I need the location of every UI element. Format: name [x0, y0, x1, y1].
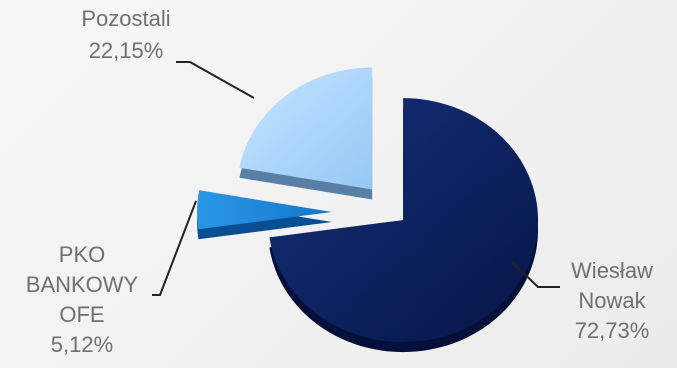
label-pko-bankowy-ofe-line: PKO — [59, 242, 105, 267]
label-pko-bankowy-ofe-line: BANKOWY — [26, 272, 139, 297]
label-pko-bankowy-ofe: PKO BANKOWY OFE 5,12% — [26, 242, 139, 357]
leader-line-pko-bankowy-ofe — [152, 200, 197, 296]
leader-line-wieslaw-nowak — [511, 261, 560, 288]
label-wieslaw-nowak-line: 72,73% — [575, 318, 650, 343]
label-pozostali-line: 22,15% — [89, 38, 164, 63]
label-pozostali: Pozostali 22,15% — [81, 6, 170, 63]
label-wieslaw-nowak: Wiesław Nowak 72,73% — [571, 258, 653, 343]
label-pko-bankowy-ofe-line: 5,12% — [51, 332, 113, 357]
slice-wieslaw-nowak — [269, 98, 539, 343]
label-pko-bankowy-ofe-line: OFE — [59, 302, 104, 327]
label-pozostali-line: Pozostali — [81, 6, 170, 31]
leader-line-pozostali — [176, 61, 255, 99]
slice-pozostali — [239, 67, 373, 190]
slice-pko-bankowy-ofe — [197, 190, 333, 230]
label-wieslaw-nowak-line: Wiesław — [571, 258, 653, 283]
label-wieslaw-nowak-line: Nowak — [578, 288, 646, 313]
